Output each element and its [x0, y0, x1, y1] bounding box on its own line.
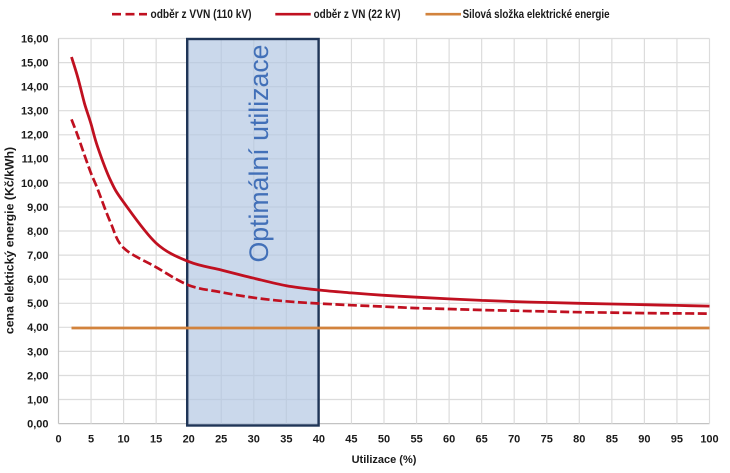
svg-text:90: 90 [638, 433, 650, 445]
svg-text:1,00: 1,00 [27, 394, 48, 406]
svg-text:70: 70 [508, 433, 520, 445]
svg-text:5: 5 [88, 433, 94, 445]
svg-text:Optimální utilizace: Optimální utilizace [244, 44, 274, 262]
svg-text:6,00: 6,00 [27, 274, 48, 286]
svg-text:13,00: 13,00 [21, 106, 49, 118]
svg-text:7,00: 7,00 [27, 250, 48, 262]
svg-text:odběr z VVN (110 kV): odběr z VVN (110 kV) [151, 7, 252, 21]
svg-text:75: 75 [541, 433, 553, 445]
svg-text:10: 10 [117, 433, 129, 445]
svg-text:95: 95 [671, 433, 683, 445]
svg-text:14,00: 14,00 [21, 82, 49, 94]
svg-text:0,00: 0,00 [27, 419, 48, 431]
svg-text:11,00: 11,00 [22, 154, 49, 166]
svg-text:50: 50 [378, 433, 390, 445]
svg-text:9,00: 9,00 [27, 202, 48, 214]
svg-text:12,00: 12,00 [21, 130, 49, 142]
svg-text:5,00: 5,00 [27, 298, 48, 310]
svg-text:2,00: 2,00 [27, 370, 48, 382]
svg-text:100: 100 [700, 433, 718, 445]
svg-text:0: 0 [55, 433, 61, 445]
svg-text:4,00: 4,00 [27, 322, 48, 334]
svg-text:cena elektický energie (Kč/kWh: cena elektický energie (Kč/kWh) [2, 147, 16, 334]
svg-text:10,00: 10,00 [21, 178, 49, 190]
svg-text:35: 35 [280, 433, 292, 445]
svg-text:Silová složka elektrické energ: Silová složka elektrické energie [463, 7, 610, 21]
svg-text:3,00: 3,00 [27, 346, 48, 358]
svg-text:25: 25 [215, 433, 227, 445]
svg-text:15: 15 [150, 433, 162, 445]
svg-text:55: 55 [410, 433, 422, 445]
svg-text:odběr z VN (22 kV): odběr z VN (22 kV) [314, 7, 401, 21]
svg-text:30: 30 [248, 433, 260, 445]
svg-text:65: 65 [475, 433, 487, 445]
svg-text:80: 80 [573, 433, 585, 445]
svg-text:40: 40 [313, 433, 325, 445]
svg-text:45: 45 [345, 433, 357, 445]
svg-text:16,00: 16,00 [21, 33, 49, 45]
svg-text:15,00: 15,00 [21, 58, 49, 70]
svg-text:60: 60 [443, 433, 455, 445]
svg-text:8,00: 8,00 [27, 226, 48, 238]
svg-text:20: 20 [183, 433, 195, 445]
svg-text:85: 85 [606, 433, 618, 445]
svg-text:Utilizace (%): Utilizace (%) [352, 454, 417, 466]
